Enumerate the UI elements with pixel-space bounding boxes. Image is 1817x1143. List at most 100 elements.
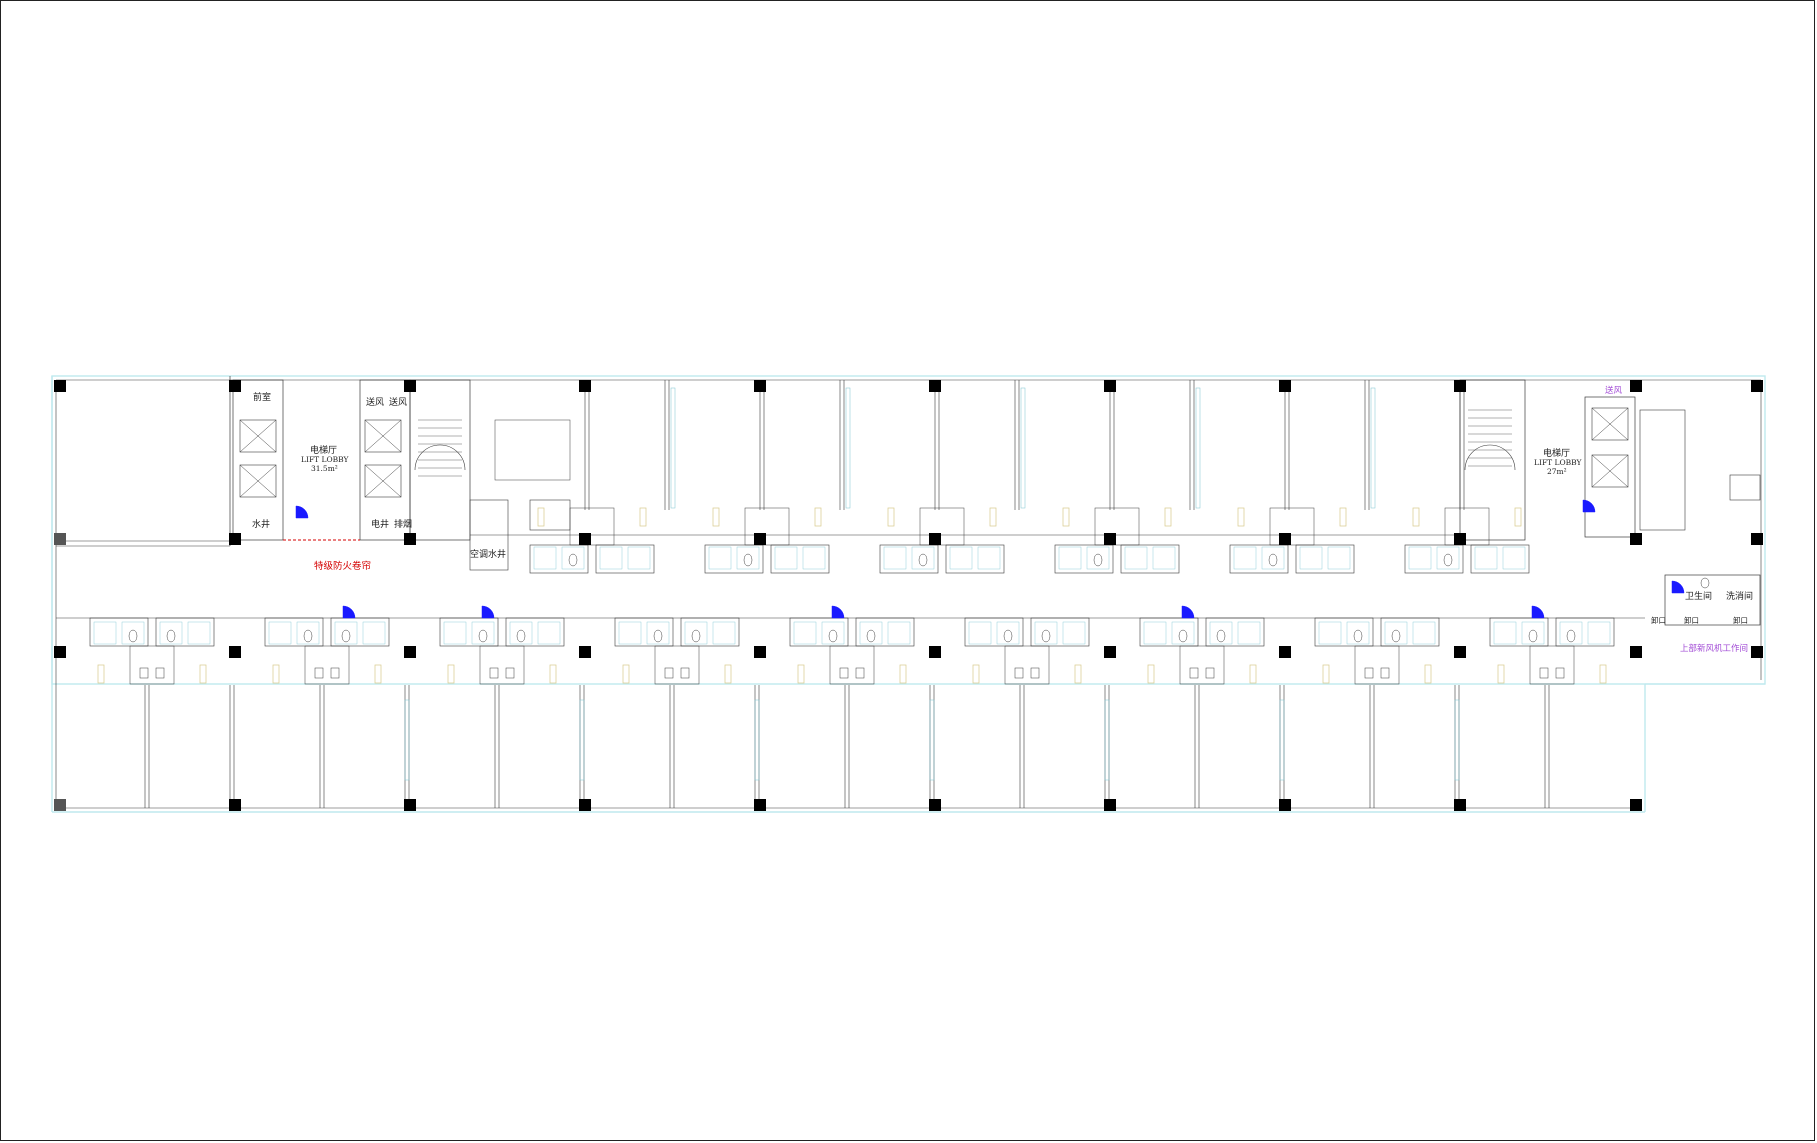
bathroom-pod [680, 617, 740, 647]
window-strip [670, 387, 676, 509]
luggage-rack [797, 664, 805, 684]
elevator-car-icon [364, 419, 402, 453]
sink-icon [664, 667, 674, 679]
shower-tray [1493, 621, 1517, 645]
door-swing-icon [1671, 580, 1685, 594]
sink-icon [1364, 667, 1374, 679]
lift-shaft-block [1584, 396, 1636, 538]
label-ac-water-shaft: 空调水井 [470, 548, 506, 560]
luggage-rack [1599, 664, 1607, 684]
column-icon [1279, 533, 1291, 545]
shower-tray [618, 621, 642, 645]
luggage-rack [199, 664, 207, 684]
sink-icon [330, 667, 340, 679]
column-icon [579, 799, 591, 811]
bathroom-pod [89, 617, 149, 647]
column-icon [1279, 646, 1291, 658]
sink-icon [1205, 667, 1215, 679]
shower-tray [561, 546, 585, 570]
shower-tray [774, 546, 798, 570]
bathroom-pod [945, 544, 1005, 574]
bathroom-pod [1229, 544, 1289, 574]
sink-icon [1555, 667, 1565, 679]
bathroom-pod [529, 544, 589, 574]
shower-tray [1152, 546, 1176, 570]
label-fresh-air-room: 上部新风机工作间 [1680, 643, 1748, 654]
toilet-icon [568, 553, 578, 567]
vanity-area [1004, 645, 1050, 685]
shower-tray [599, 546, 623, 570]
restroom-block [1664, 574, 1761, 626]
shower-tray [509, 621, 533, 645]
door-swing-icon [1582, 499, 1596, 513]
column-icon [929, 380, 941, 392]
label-exhaust-shaft: 排烟 [394, 518, 412, 530]
toilet-icon [1391, 629, 1401, 643]
luggage-rack [639, 507, 647, 527]
sink-icon [839, 667, 849, 679]
column-icon [579, 533, 591, 545]
label-restroom-door-1: 卸口 [1651, 615, 1666, 625]
door-swing-icon [295, 505, 309, 519]
luggage-rack [549, 664, 557, 684]
shower-tray [533, 546, 557, 570]
shower-tray [1587, 621, 1611, 645]
column-icon [754, 646, 766, 658]
column-icon [404, 646, 416, 658]
shower-tray [1436, 546, 1460, 570]
luggage-rack [887, 507, 895, 527]
bathroom-pod [964, 617, 1024, 647]
sink-icon [855, 667, 865, 679]
sink-icon [1189, 667, 1199, 679]
shower-tray [887, 621, 911, 645]
window-strip [1370, 387, 1376, 509]
shower-tray [537, 621, 561, 645]
sink-icon [139, 667, 149, 679]
column-icon [1751, 646, 1763, 658]
elevator-car-icon [1591, 407, 1629, 441]
shower-tray [268, 621, 292, 645]
shower-tray [883, 546, 907, 570]
shower-tray [684, 621, 708, 645]
toilet-icon [1093, 553, 1103, 567]
sink-icon [1030, 667, 1040, 679]
bathroom-pod [770, 544, 830, 574]
column-icon [1454, 380, 1466, 392]
open-room [494, 419, 571, 481]
elevator-car-icon [1591, 454, 1629, 488]
shower-tray [1237, 621, 1261, 645]
shower-tray [1474, 546, 1498, 570]
column-icon [1630, 646, 1642, 658]
vanity-area [1094, 507, 1140, 546]
structural-columns [54, 380, 1763, 811]
column-icon [404, 380, 416, 392]
vanity-area [479, 645, 525, 685]
bathroom-pod [1120, 544, 1180, 574]
elevator-car-icon [239, 464, 277, 498]
toilet-icon [1528, 629, 1538, 643]
column-icon [229, 380, 241, 392]
column-icon [229, 646, 241, 658]
bathroom-pod [330, 617, 390, 647]
vanity-area [744, 507, 790, 546]
label-water-shaft: 水井 [252, 518, 270, 530]
stair-core [1459, 379, 1526, 541]
shower-tray [1086, 546, 1110, 570]
toilet-icon [918, 553, 928, 567]
shower-tray [362, 621, 386, 645]
column-icon [1454, 533, 1466, 545]
luggage-rack [97, 664, 105, 684]
shower-tray [1171, 621, 1195, 645]
column-icon [1279, 380, 1291, 392]
door-swing-icon [1181, 605, 1195, 619]
bathroom-pod [439, 617, 499, 647]
toilet-icon [1178, 629, 1188, 643]
stair-core [409, 379, 471, 541]
label-restroom-door-2: 卸口 [1684, 615, 1699, 625]
luggage-rack [814, 507, 822, 527]
luggage-rack [1147, 664, 1155, 684]
column-icon [579, 646, 591, 658]
column-icon [754, 380, 766, 392]
shower-tray [1412, 621, 1436, 645]
